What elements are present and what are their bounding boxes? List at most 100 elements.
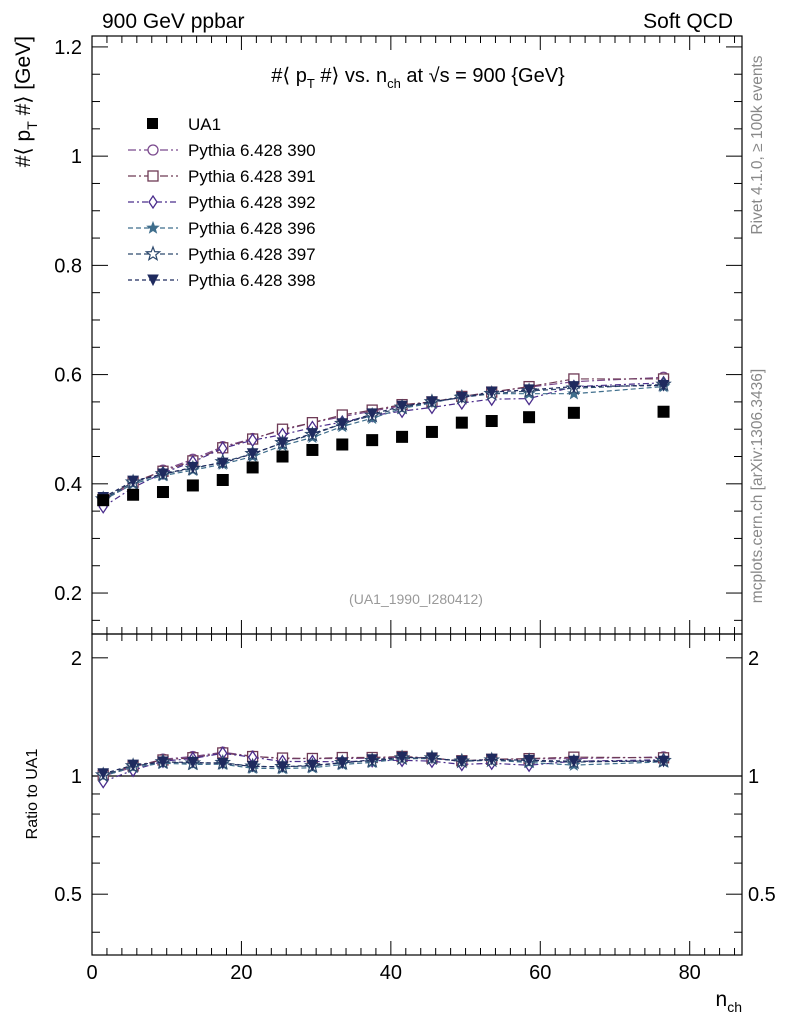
legend-marker [146, 220, 160, 234]
series-point [456, 392, 468, 404]
main-series [94, 371, 672, 514]
y-axis-label: #⟨ pT #⟩ [GeV] [12, 36, 40, 167]
x-tick-label: 20 [230, 962, 252, 984]
x-tick-labels: 0 20 40 60 80 [86, 962, 700, 984]
x-tick-label: 40 [380, 962, 402, 984]
data-point [306, 443, 319, 456]
x-axis-label: nch [716, 988, 742, 1015]
data-point [216, 473, 229, 486]
series-point [127, 475, 139, 488]
side-label-rivet: Rivet 4.1.0, ≥ 100k events [749, 55, 766, 234]
data-point [523, 411, 536, 424]
series-point [396, 400, 408, 413]
y-tick-label: 1 [71, 146, 82, 168]
ratio-point [366, 754, 378, 766]
y-tick-label: 0.6 [54, 365, 82, 387]
y-tick-labels: 0.2 0.4 0.6 0.8 1 1.2 [54, 37, 82, 605]
legend-marker [144, 245, 162, 262]
chart-title: #⟨ pT #⟩ vs. nch at √s = 900 {GeV} [271, 65, 565, 91]
series-point [157, 468, 169, 481]
analysis-id: (UA1_1990_I280412) [349, 591, 483, 607]
legend-label-data: UA1 [188, 115, 221, 134]
data-point [657, 405, 670, 418]
ratio-point [456, 755, 468, 768]
data-point [455, 416, 468, 429]
data-point [127, 488, 140, 501]
data-point [425, 425, 438, 438]
legend-marker [147, 274, 159, 287]
y-tick-label: 1.2 [54, 37, 82, 59]
series-point [523, 384, 535, 397]
data-point [567, 406, 580, 419]
series-point [187, 461, 199, 474]
series-point [568, 381, 580, 393]
y-tick-label: 0.4 [54, 474, 82, 496]
side-label-mcplots: mcplots.cern.ch [arXiv:1306.3436] [749, 369, 766, 603]
ratio-point [485, 753, 498, 766]
ratio-point [97, 768, 110, 780]
legend-marker [148, 194, 158, 210]
ratio-point [157, 756, 169, 769]
y-tick-label: 0.2 [54, 583, 82, 605]
ratio-point [276, 761, 289, 773]
ratio-tick-label-left: 1 [71, 766, 82, 788]
legend-label-391: Pythia 6.428 391 [188, 167, 316, 186]
legend-marker [147, 144, 159, 156]
legend-label-398: Pythia 6.428 398 [188, 271, 316, 290]
ratio-tick-label-left: 2 [71, 648, 82, 670]
ratio-tick-label-right: 2 [748, 648, 759, 670]
ratio-point [127, 759, 139, 772]
series-point [567, 386, 581, 400]
series-point [216, 457, 229, 470]
data-point [485, 415, 498, 428]
ratio-point [523, 754, 535, 767]
x-tick-label: 0 [86, 962, 97, 984]
x-tick-label: 60 [529, 962, 551, 984]
x-tick-label: 80 [679, 962, 701, 984]
ratio-tick-label-right: 1 [748, 766, 759, 788]
legend-label-390: Pythia 6.428 390 [188, 141, 316, 160]
data-point [156, 486, 169, 499]
ratio-point [216, 757, 229, 770]
legend-label-396: Pythia 6.428 396 [188, 219, 316, 238]
legend-label-397: Pythia 6.428 397 [188, 245, 316, 264]
series-line [102, 378, 664, 500]
series-point [276, 437, 289, 449]
ratio-point [187, 756, 199, 769]
header-right: Soft QCD [643, 10, 733, 33]
data-point [366, 434, 379, 447]
legend-label-392: Pythia 6.428 392 [188, 193, 316, 212]
y-tick-label: 0.8 [54, 255, 82, 277]
ratio-point [336, 757, 349, 769]
data-point [186, 479, 199, 492]
ratio-point [396, 751, 408, 764]
series-line [102, 384, 664, 498]
ratio-tick-labels: 0.5 1 2 0.5 1 2 [54, 648, 776, 906]
legend-marker-data [147, 118, 158, 129]
data-point [97, 494, 110, 507]
ratio-point [246, 760, 259, 773]
ratio-point [568, 755, 580, 768]
legend: UA1 Pythia 6.428 390 Pythia 6.428 391 Py… [128, 115, 316, 290]
axis-ticks [91, 36, 742, 955]
series-point [366, 408, 378, 421]
ratio-point [306, 759, 319, 772]
ratio-tick-label-left: 0.5 [54, 884, 82, 906]
ratio-point [426, 752, 438, 765]
data-point [246, 461, 259, 474]
data-point [396, 430, 409, 443]
series-point [336, 418, 349, 430]
series-point [306, 428, 319, 440]
ratio-point [657, 755, 670, 768]
ratio-tick-label-right: 0.5 [748, 884, 776, 906]
ratio-series [94, 746, 672, 789]
header-left: 900 GeV ppbar [102, 10, 244, 33]
series-point [657, 380, 670, 392]
data-point [276, 450, 289, 463]
series-point [246, 448, 259, 460]
ratio-plot-frame [91, 633, 743, 956]
series-point [426, 396, 438, 409]
data-point [336, 438, 349, 451]
ratio-axis-label: Ratio to UA1 [24, 749, 41, 840]
series-point [485, 386, 498, 399]
